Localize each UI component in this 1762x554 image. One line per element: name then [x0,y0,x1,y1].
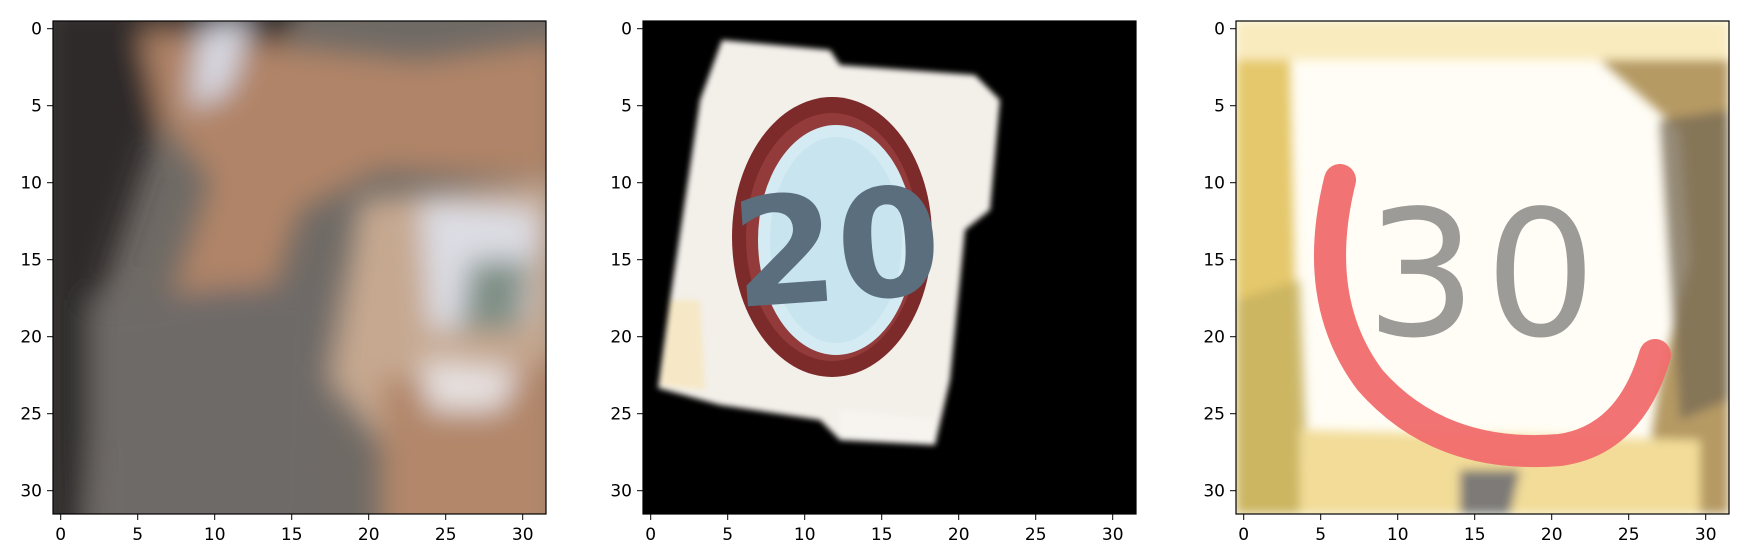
panel-3-x-tick-25: 25 [1618,525,1640,545]
panel-2-x-tick-30: 30 [1102,525,1124,545]
panel-3-y-tick-20: 20 [1203,328,1225,348]
panel-2-image: 20 [643,21,1136,514]
panel-3-frame [1235,20,1730,515]
sign-text-30: 30 [1366,174,1605,377]
speed-sign-30: 30 [1314,164,1671,468]
panel-2-y-tick-30: 30 [610,482,632,502]
speed-sign-20: 20 [726,97,947,377]
panel-1-y-tick-20: 20 [20,328,42,348]
panel-1-y-ticks: 0 5 10 15 20 25 30 [20,20,53,502]
panel-2-x-tick-25: 25 [1025,525,1047,545]
panel-1-x-tick-20: 20 [358,525,380,545]
panel-3-y-tick-15: 15 [1203,251,1225,271]
panel-3-x-tick-0: 0 [1238,525,1249,545]
panel-1-frame [52,20,547,515]
panel-3-y-tick-10: 10 [1203,174,1225,194]
panel-1: 0 5 10 15 20 25 30 0 5 10 15 20 25 30 [20,20,547,545]
panel-2-y-tick-15: 15 [610,251,632,271]
panel-3-x-tick-5: 5 [1315,525,1326,545]
panel-1-y-tick-10: 10 [20,174,42,194]
panel-2-y-tick-20: 20 [610,328,632,348]
panel-1-x-tick-10: 10 [204,525,226,545]
panel-3: 30 0 5 10 15 20 25 30 [1203,20,1730,545]
panel-2-y-tick-10: 10 [610,174,632,194]
panel-1-x-tick-30: 30 [512,525,534,545]
panel-1-y-tick-5: 5 [31,97,42,117]
panel-1-y-tick-30: 30 [20,482,42,502]
panel-1-y-tick-0: 0 [31,20,42,40]
panel-1-y-tick-25: 25 [20,405,42,425]
panel-3-x-tick-30: 30 [1695,525,1717,545]
panel-1-x-tick-5: 5 [132,525,143,545]
panel-1-image [53,21,546,514]
panel-2-y-tick-0: 0 [621,20,632,40]
panel-2-y-tick-5: 5 [621,97,632,117]
panel-3-y-tick-25: 25 [1203,405,1225,425]
panel-3-y-tick-5: 5 [1214,97,1225,117]
panel-3-y-tick-30: 30 [1203,482,1225,502]
panel-1-x-tick-15: 15 [281,525,303,545]
panel-3-image: 30 [1236,21,1729,514]
panel-2-x-ticks: 0 5 10 15 20 25 30 [645,514,1124,545]
panel-3-y-ticks: 0 5 10 15 20 25 30 [1203,20,1236,502]
sign-text-20: 20 [726,155,946,343]
panel-1-x-tick-0: 0 [55,525,66,545]
panel-2-x-tick-5: 5 [722,525,733,545]
panel-2-frame [642,20,1137,515]
panel-2-x-tick-20: 20 [948,525,970,545]
panel-2-y-ticks: 0 5 10 15 20 25 30 [610,20,643,502]
panel-2-x-tick-15: 15 [871,525,893,545]
panel-3-y-tick-0: 0 [1214,20,1225,40]
panel-2-x-tick-0: 0 [645,525,656,545]
panel-3-x-tick-15: 15 [1464,525,1486,545]
panel-3-x-tick-20: 20 [1541,525,1563,545]
panel-2: 20 0 5 10 15 20 25 30 [610,20,1137,545]
panel-1-x-tick-25: 25 [435,525,457,545]
panel-1-y-tick-15: 15 [20,251,42,271]
panel-3-x-ticks: 0 5 10 15 20 25 30 [1238,514,1717,545]
panel-3-x-tick-10: 10 [1387,525,1409,545]
panel-1-x-ticks: 0 5 10 15 20 25 30 [55,514,534,545]
panel-2-x-tick-10: 10 [794,525,816,545]
panel-2-y-tick-25: 25 [610,405,632,425]
